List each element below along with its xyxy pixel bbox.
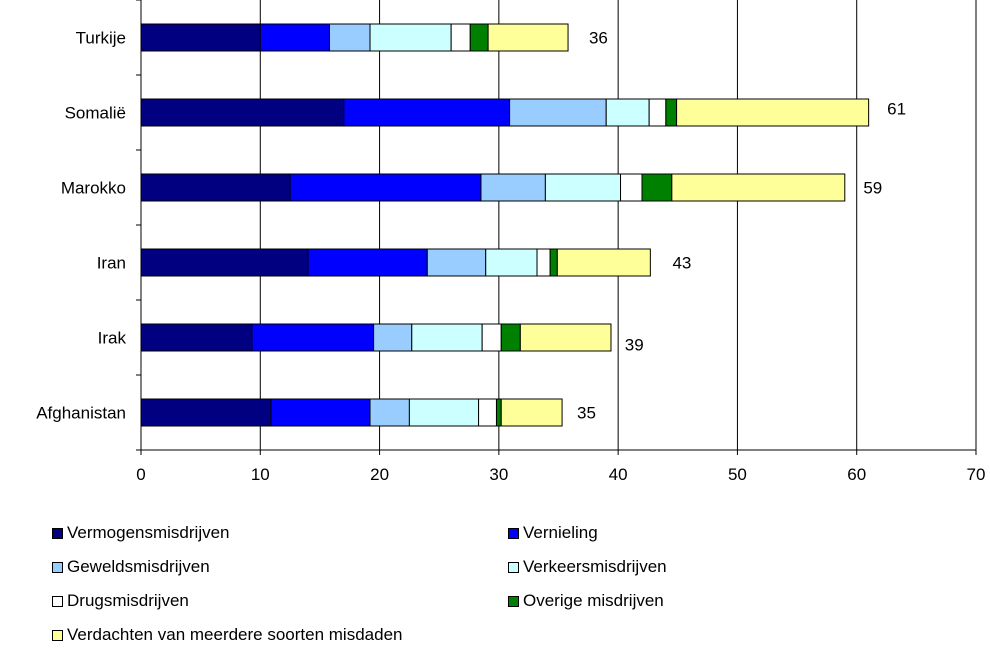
bar-segment: [426, 248, 487, 277]
category-label: Turkije: [76, 29, 126, 48]
total-label: 39: [625, 336, 644, 355]
legend-label: Geweldsmisdrijven: [67, 557, 210, 576]
bar-segment: [251, 323, 375, 352]
bar-segment: [369, 398, 410, 427]
legend-swatch: [52, 629, 63, 641]
bar-segment: [140, 323, 253, 352]
bar-segment: [469, 23, 489, 52]
legend-swatch: [508, 561, 519, 573]
legend-label: Vernieling: [523, 523, 598, 542]
legend-item: Overige misdrijven: [508, 591, 664, 611]
bar-segment: [369, 23, 452, 52]
bar-segment: [343, 98, 511, 127]
x-tick-label: 70: [967, 465, 986, 484]
total-label: 59: [863, 179, 882, 198]
bar-segment: [620, 173, 643, 202]
x-tick-label: 50: [728, 465, 747, 484]
gridlines: [259, 0, 977, 450]
labels: 0 10 20 30 40 50 60 70 Turkije 36 Somalië 61 Marokko…: [36, 29, 985, 485]
bar-segment: [676, 98, 870, 127]
bar-segment: [485, 248, 538, 277]
category-label: Somalië: [65, 104, 126, 123]
bar-segment: [648, 98, 667, 127]
legend-label: Drugsmisdrijven: [67, 591, 189, 610]
bar-segment: [480, 173, 546, 202]
bar-segment: [411, 323, 483, 352]
bar-segment: [641, 173, 673, 202]
bar-segment: [140, 98, 345, 127]
legend-swatch: [508, 595, 519, 607]
axes: [136, 0, 977, 455]
legend-label: Vermogensmisdrijven: [67, 523, 230, 542]
legend-swatch: [508, 527, 519, 539]
bar-segment: [140, 23, 261, 52]
bar-segment: [259, 23, 330, 52]
bar-segment: [536, 248, 551, 277]
legend-item: Geweldsmisdrijven: [52, 557, 210, 577]
bar-segment: [373, 323, 413, 352]
x-tick-label: 0: [136, 465, 145, 484]
bars: [140, 23, 870, 427]
bar-segment: [408, 398, 480, 427]
x-tick-label: 60: [847, 465, 866, 484]
total-label: 43: [672, 254, 691, 273]
legend-item: Verkeersmisdrijven: [508, 557, 667, 577]
bar-segment: [270, 398, 371, 427]
bar-segment: [605, 98, 650, 127]
bar-segment: [481, 323, 502, 352]
category-label: Marokko: [61, 179, 126, 198]
total-label: 61: [887, 100, 906, 119]
bar-segment: [500, 398, 563, 427]
bar-segment: [140, 398, 272, 427]
category-label: Iran: [97, 254, 126, 273]
x-tick-label: 20: [370, 465, 389, 484]
legend-item: Vernieling: [508, 523, 598, 543]
legend-label: Overige misdrijven: [523, 591, 664, 610]
x-tick-label: 40: [609, 465, 628, 484]
bar-segment: [478, 398, 497, 427]
legend-swatch: [52, 595, 63, 607]
total-label: 36: [589, 29, 608, 48]
bar-segment: [509, 98, 607, 127]
legend-label: Verdachten van meerdere soorten misdaden: [67, 625, 403, 644]
legend-swatch: [52, 527, 63, 539]
bar-segment: [307, 248, 428, 277]
bar-segment: [140, 248, 309, 277]
legend-label: Verkeersmisdrijven: [523, 557, 667, 576]
bar-segment: [495, 398, 502, 427]
legend-item: Drugsmisdrijven: [52, 591, 189, 611]
bar-segment: [671, 173, 846, 202]
bar-segment: [140, 173, 291, 202]
stacked-bar-chart: 0 10 20 30 40 50 60 70 Turkije 36 Somalië 61 Marokko…: [36, 0, 985, 485]
category-label: Irak: [98, 329, 127, 348]
x-tick-label: 30: [489, 465, 508, 484]
legend-swatch: [52, 561, 63, 573]
bar-segment: [450, 23, 471, 52]
bar-segment: [556, 248, 651, 277]
legend-item: Vermogensmisdrijven: [52, 523, 230, 543]
bar-segment: [665, 98, 678, 127]
bar-segment: [328, 23, 371, 52]
x-tick-label: 10: [251, 465, 270, 484]
bar-segment: [487, 23, 569, 52]
total-label: 35: [577, 404, 596, 423]
bar-segment: [549, 248, 558, 277]
category-label: Afghanistan: [36, 404, 126, 423]
bar-segment: [500, 323, 521, 352]
bar-segment: [544, 173, 622, 202]
bar-segment: [289, 173, 482, 202]
bar-segment: [519, 323, 612, 352]
legend-item: Verdachten van meerdere soorten misdaden: [52, 625, 402, 645]
